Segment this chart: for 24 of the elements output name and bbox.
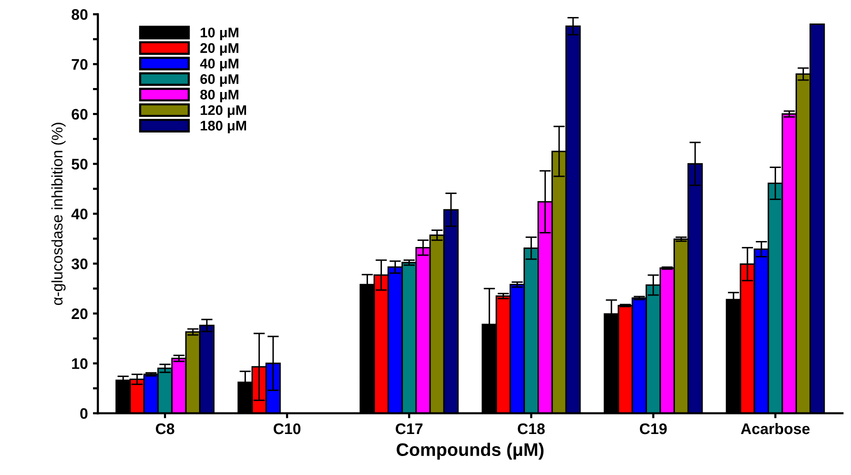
x-tick-label: C17 — [396, 423, 422, 434]
y-tick-label: 60 — [72, 108, 88, 120]
legend-label: 80 μM — [200, 90, 238, 102]
legend-label: 10 μM — [200, 28, 238, 40]
x-tick-label: C10 — [274, 423, 300, 434]
x-tick-label: C8 — [156, 423, 174, 434]
y-tick-label: 30 — [72, 258, 88, 270]
y-tick-label: 80 — [72, 9, 88, 20]
y-tick-label: 0 — [80, 408, 88, 419]
y-tick-label: 20 — [72, 308, 88, 320]
legend-label: 20 μM — [200, 43, 238, 56]
x-axis-title: Compounds (μM) — [396, 442, 544, 460]
legend-label: 120 μM — [200, 105, 246, 118]
y-tick-label: 40 — [71, 208, 88, 220]
y-axis-title: α-glucosdase inhibition (%) — [51, 122, 66, 305]
legend-label: 40 μM — [200, 58, 238, 72]
x-tick-label: C19 — [640, 423, 667, 434]
y-tick-label: 10 — [72, 358, 88, 370]
x-tick-label: Acarbose — [740, 422, 810, 434]
x-tick-label: C18 — [518, 423, 545, 434]
y-tick-label: 70 — [72, 58, 88, 70]
y-tick-label: 50 — [72, 158, 88, 170]
legend-label: 180 μM — [200, 120, 246, 134]
legend-label: 60 μM — [200, 74, 238, 87]
